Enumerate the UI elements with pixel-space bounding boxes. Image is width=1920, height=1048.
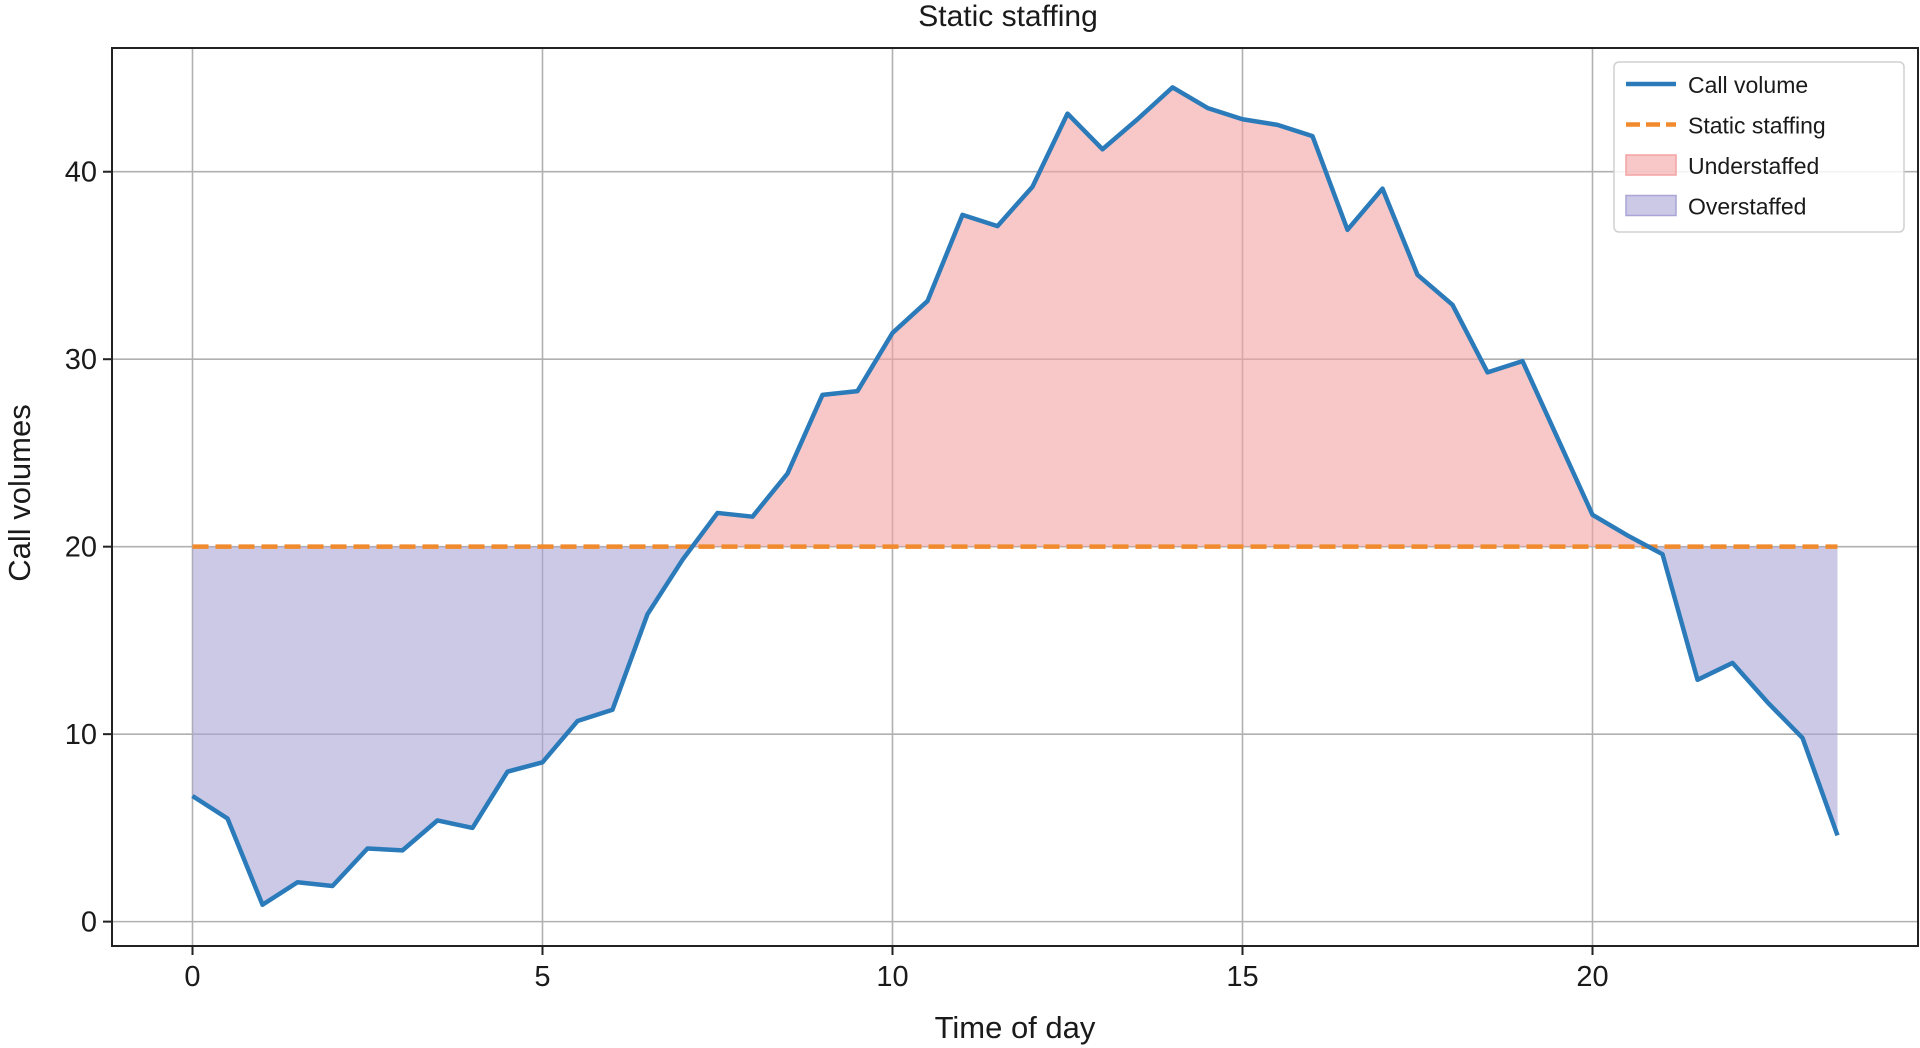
legend-box [1613, 61, 1905, 233]
legend-item-static-staffing-label: Static staffing [1688, 113, 1826, 139]
legend-item-understaffed-label: Understaffed [1688, 153, 1819, 179]
y-tick-label: 0 [81, 907, 97, 939]
y-tick-label: 40 [65, 157, 97, 189]
x-tick-label: 0 [184, 961, 200, 993]
x-axis-label: Time of day [934, 1010, 1096, 1045]
x-tick-label: 15 [1226, 961, 1258, 993]
legend-item-call-volume-label: Call volume [1688, 72, 1808, 98]
y-tick-label: 20 [65, 532, 97, 564]
x-tick-label: 10 [876, 961, 908, 993]
chart-title: Static staffing [918, 0, 1098, 33]
plot-frame [111, 47, 1919, 947]
x-tick-label: 5 [534, 961, 550, 993]
legend-item-overstaffed-label: Overstaffed [1688, 194, 1806, 220]
call-volume-line [191, 85, 1840, 908]
legend-item-overstaffed-swatch [1625, 194, 1677, 217]
y-axis-label: Call volumes [2, 404, 37, 582]
x-tick-label: 20 [1576, 961, 1608, 993]
legend-item-understaffed-swatch [1625, 154, 1677, 176]
overstaffed-region [1648, 546, 1838, 836]
overstaffed-region [192, 546, 693, 905]
y-tick-label: 30 [65, 344, 97, 376]
y-tick-label: 10 [65, 719, 97, 751]
understaffed-region [692, 87, 1649, 547]
